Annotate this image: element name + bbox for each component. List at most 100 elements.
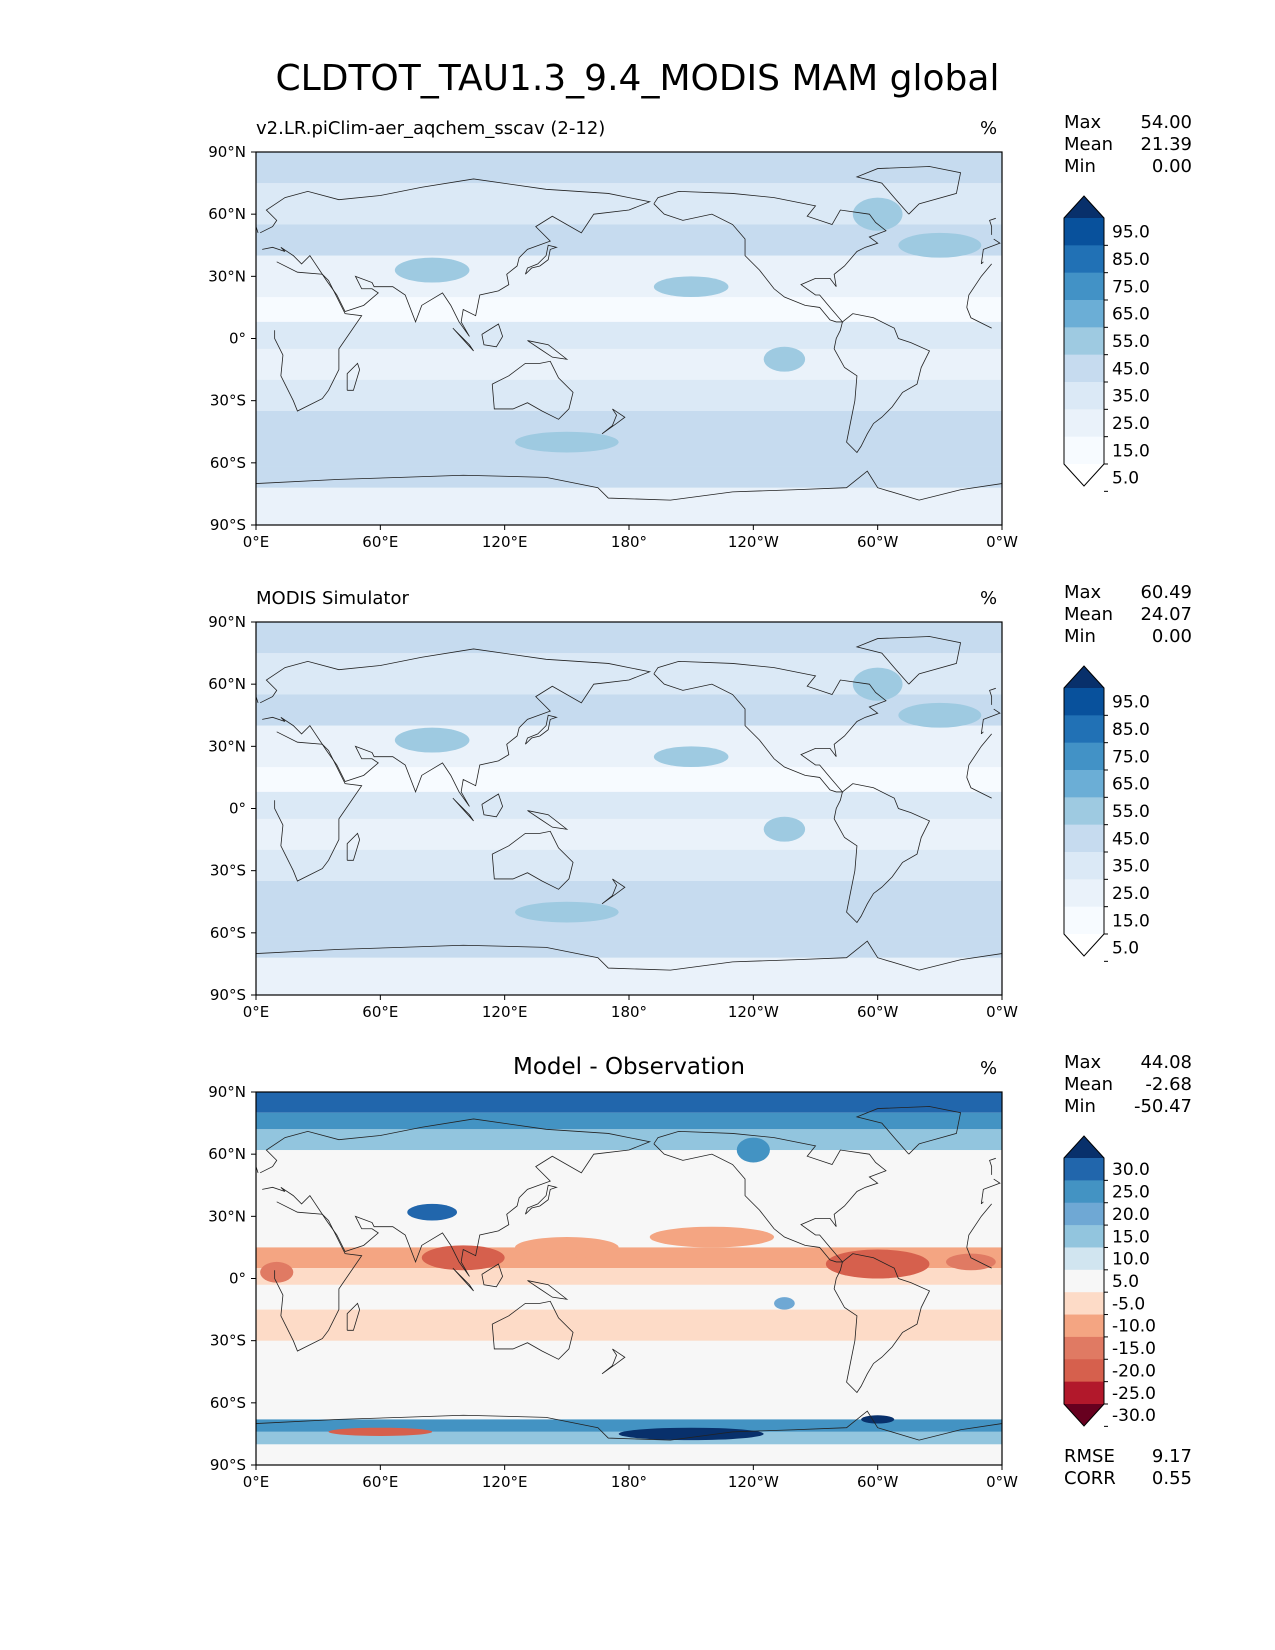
y-tick-label: 0°	[229, 1270, 246, 1288]
field-blob	[653, 746, 729, 768]
map-field	[256, 622, 1002, 995]
coastline	[980, 1201, 984, 1205]
panel-title: v2.LR.piClim-aer_aqchem_sscav (2-12)	[256, 118, 606, 139]
field-blob	[898, 232, 982, 258]
coastline	[481, 1263, 504, 1288]
y-tick-label: 0°	[229, 800, 246, 818]
coastline	[980, 731, 984, 735]
coastline	[259, 178, 652, 337]
stat-value: 44.08	[1140, 1052, 1192, 1073]
field-band	[256, 224, 1002, 256]
coastline	[527, 340, 569, 360]
colorbar-swatch	[1064, 1247, 1104, 1271]
colorbar-swatch	[1064, 879, 1104, 908]
field-band	[256, 936, 1002, 958]
x-tick-label: 120°W	[728, 1473, 779, 1491]
stat-value: -2.68	[1145, 1074, 1192, 1095]
coastline	[855, 636, 962, 685]
metrics-block: RMSE 9.17 CORR 0.55	[1064, 1446, 1192, 1490]
map-plot: 0°E 60°E 120°E 180° 120°W 60°W 0°W 90°N 60°N 30°N…	[208, 613, 1150, 1021]
colorbar-swatch	[1064, 1180, 1104, 1204]
colorbar-label: 45.0	[1112, 829, 1150, 849]
colorbar-swatch	[1064, 1359, 1104, 1383]
field-band	[256, 348, 1002, 380]
units-label: %	[980, 588, 998, 609]
stat-label: Max	[1064, 1052, 1102, 1073]
coastline	[980, 261, 984, 265]
x-tick-label: 120°E	[482, 533, 528, 551]
colorbar-label: 45.0	[1112, 359, 1150, 379]
colorbar-label: 10.0	[1112, 1250, 1150, 1270]
x-tick-label: 0°E	[243, 1003, 270, 1021]
colorbar-label: 5.0	[1112, 939, 1139, 959]
y-tick-label: 60°N	[208, 1145, 246, 1163]
field-blob	[394, 727, 470, 753]
field-band	[256, 487, 1002, 525]
x-tick-label: 120°W	[728, 1003, 779, 1021]
coastline	[491, 360, 574, 420]
colorbar-label: 55.0	[1112, 802, 1150, 822]
colorbar-swatch	[1064, 770, 1104, 798]
coastline	[346, 1302, 361, 1331]
coastline	[491, 1300, 574, 1360]
colorbar-extend-bottom	[1064, 934, 1104, 956]
coastline	[346, 362, 361, 391]
colorbar-swatch	[1064, 1292, 1104, 1316]
coastline	[855, 1106, 962, 1155]
map-plot: 0°E 60°E 120°E 180° 120°W 60°W 0°W 90°N 60°N 30°N…	[208, 143, 1150, 551]
coastline	[452, 1267, 474, 1292]
colorbar-label: 55.0	[1112, 332, 1150, 352]
colorbar-swatch	[1064, 1158, 1104, 1181]
coastline	[653, 190, 887, 323]
coastline	[256, 470, 1002, 501]
field-band	[256, 297, 1002, 322]
x-tick-label: 60°W	[857, 1473, 899, 1491]
y-tick-label: 0°	[229, 330, 246, 348]
colorbar: 30.0 25.020.015.0 10.05.0-5.0 -10.0-15.0-20…	[1063, 1135, 1156, 1427]
y-tick-label: 30°N	[208, 737, 246, 755]
field-band	[256, 411, 1002, 467]
colorbar-swatch	[1064, 742, 1104, 771]
y-tick-label: 90°N	[208, 613, 246, 631]
field-band	[256, 1092, 1002, 1113]
stats-block: Max 60.49 Mean 24.07 Min 0.00	[1064, 582, 1192, 648]
x-tick-label: 0°W	[986, 533, 1018, 551]
x-tick-label: 60°E	[362, 1473, 398, 1491]
stats-block: Max 54.00 Mean 21.39 Min 0.00	[1064, 112, 1192, 178]
coastline	[491, 830, 574, 890]
field-band	[256, 818, 1002, 850]
field-blob	[515, 1237, 619, 1258]
colorbar-label: 20.0	[1112, 1205, 1150, 1225]
stat-value: 24.07	[1140, 604, 1192, 625]
x-tick-label: 60°E	[362, 533, 398, 551]
y-tick-label: 60°S	[210, 1394, 246, 1412]
coastline	[966, 733, 992, 778]
colorbar-swatch	[1064, 436, 1104, 465]
field-blob	[763, 816, 806, 842]
x-tick-label: 60°W	[857, 533, 899, 551]
coastline	[525, 244, 558, 275]
colorbar-label: 85.0	[1112, 720, 1150, 740]
colorbar-label: -25.0	[1112, 1384, 1156, 1404]
figure-title: CLDTOT_TAU1.3_9.4_MODIS MAM global	[275, 58, 1000, 99]
field-band	[256, 881, 1002, 937]
coastline	[274, 731, 363, 882]
colorbar-swatch	[1064, 327, 1104, 356]
y-tick-label: 60°S	[210, 454, 246, 472]
coastline	[989, 1157, 996, 1175]
x-tick-label: 0°E	[243, 1473, 270, 1491]
coastline	[601, 878, 626, 905]
colorbar-extend-top	[1064, 1136, 1104, 1158]
field-band	[256, 1129, 1002, 1151]
stat-label: Mean	[1064, 604, 1114, 625]
metric-value: 9.17	[1151, 1446, 1192, 1467]
y-tick-label: 30°S	[210, 862, 246, 880]
colorbar-swatch	[1064, 1269, 1104, 1293]
stat-value: 0.00	[1151, 156, 1192, 177]
field-blob	[515, 901, 619, 923]
colorbar-swatch	[1064, 354, 1104, 383]
map-plot: 0°E 60°E 120°E 180° 120°W 60°W 0°W 90°N 60°N 30°N…	[208, 1083, 1156, 1491]
field-blob	[260, 1261, 294, 1283]
panel-difference: Model - Observation % Max 44.08 Mean -2.68…	[0, 1050, 1275, 1530]
coastline	[274, 261, 363, 412]
